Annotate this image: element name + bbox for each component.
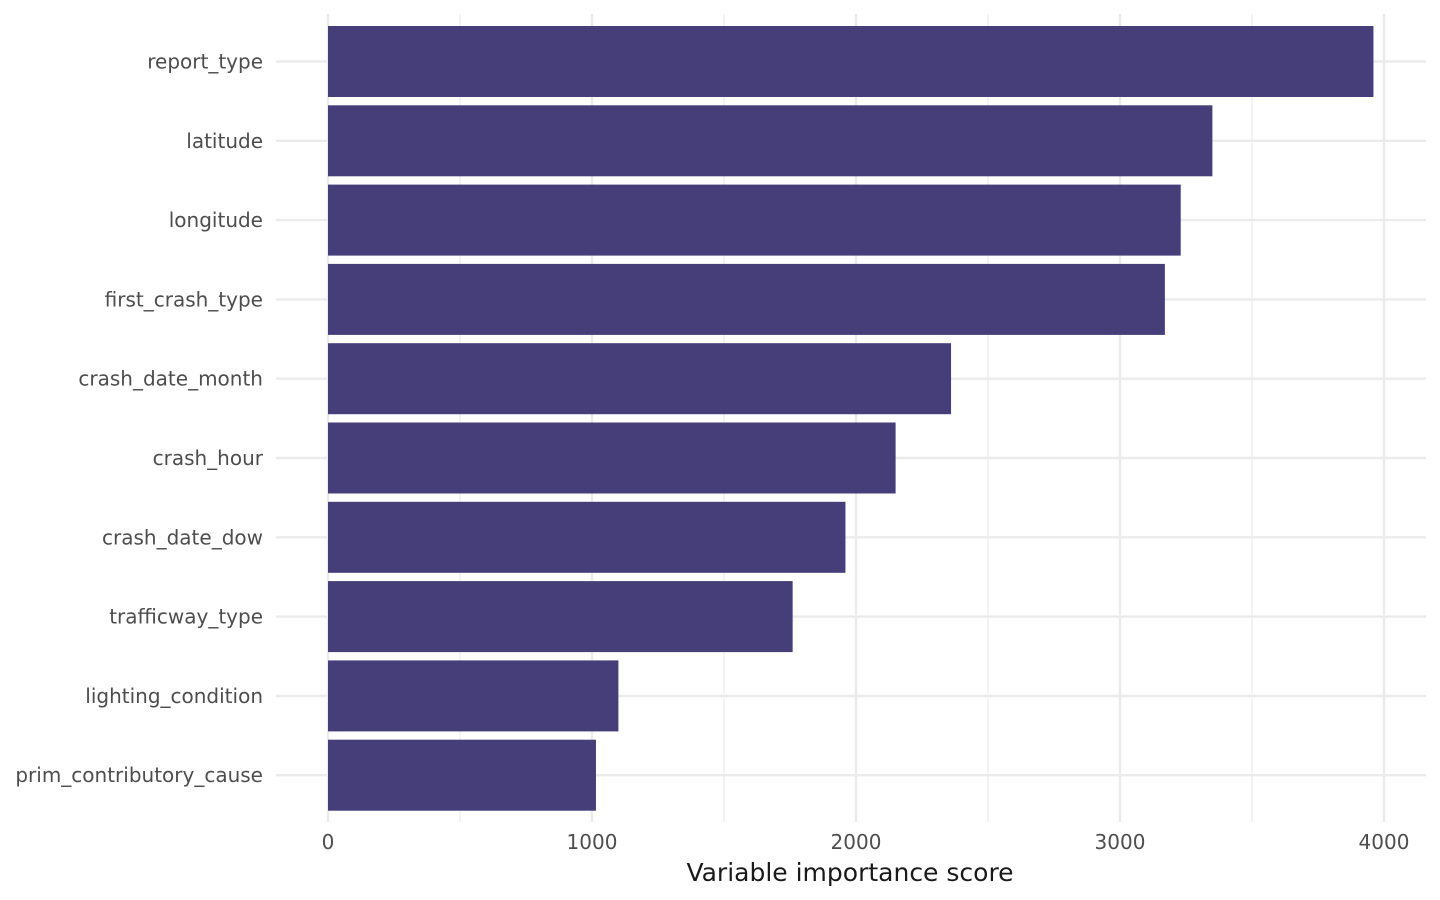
y-tick-label: crash_date_dow <box>102 525 263 549</box>
bar-longitude <box>328 184 1181 256</box>
y-axis-tick-labels: report_type latitude longitude first_crash_… <box>15 50 263 788</box>
bar-first-crash-type <box>328 263 1165 335</box>
y-tick-label: lighting_condition <box>85 684 263 708</box>
y-tick-label: trafficway_type <box>109 605 263 629</box>
y-tick-label: longitude <box>169 208 263 232</box>
x-axis-title: Variable importance score <box>686 858 1013 887</box>
y-tick-label: prim_contributory_cause <box>15 763 263 787</box>
y-tick-label: first_crash_type <box>105 287 263 311</box>
bar-report-type <box>328 26 1374 97</box>
bar-lighting-condition <box>328 660 619 732</box>
bars <box>328 26 1374 811</box>
x-tick-label: 2000 <box>831 830 882 854</box>
y-tick-label: report_type <box>147 50 263 74</box>
bar-crash-hour <box>328 422 896 494</box>
x-tick-label: 0 <box>322 830 335 854</box>
x-tick-label: 3000 <box>1095 830 1146 854</box>
bar-crash-date-dow <box>328 501 846 573</box>
y-tick-label: latitude <box>186 129 263 153</box>
bar-prim-contributory-cause <box>328 739 596 811</box>
x-tick-label: 4000 <box>1359 830 1410 854</box>
x-axis-tick-labels: 0 1000 2000 3000 4000 <box>322 830 1410 854</box>
y-tick-label: crash_date_month <box>78 367 263 391</box>
x-tick-label: 1000 <box>567 830 618 854</box>
bar-latitude <box>328 105 1213 177</box>
y-tick-label: crash_hour <box>153 446 264 470</box>
bar-trafficway-type <box>328 581 793 653</box>
bar-crash-date-month <box>328 343 952 415</box>
